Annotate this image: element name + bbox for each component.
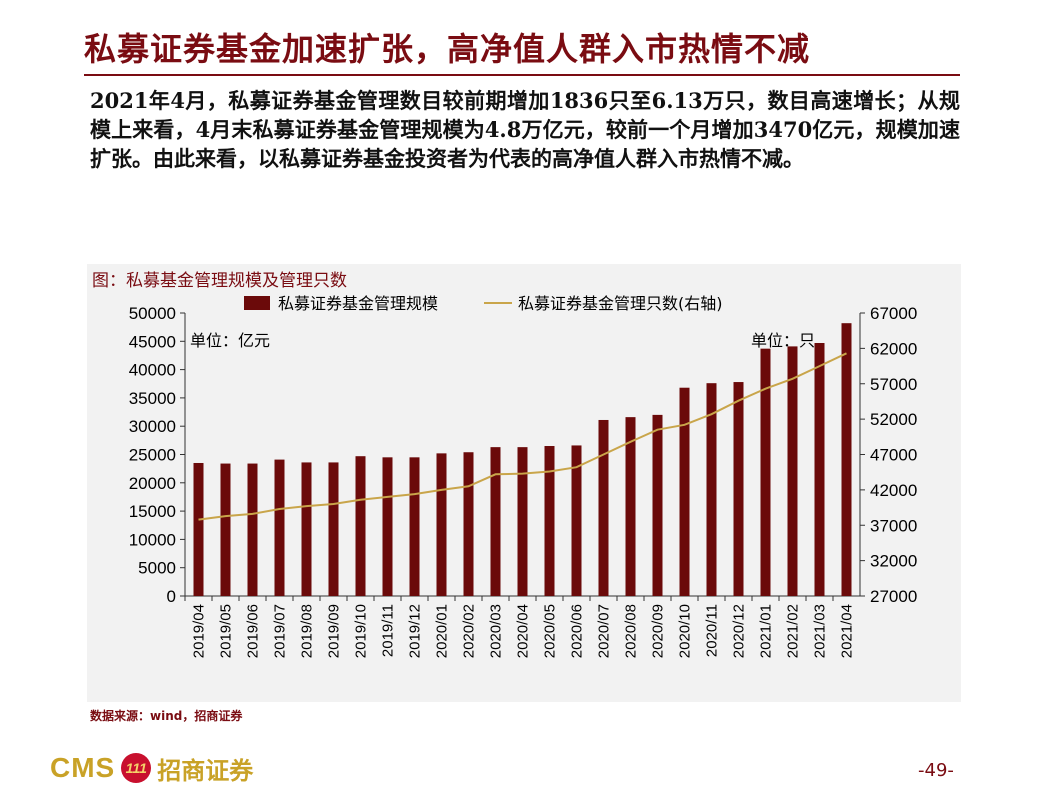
right-tick-label: 42000 xyxy=(870,481,917,500)
x-tick-label: 2021/01 xyxy=(758,604,775,658)
logo-mark-icon: 111 xyxy=(121,753,152,783)
x-tick-label: 2020/11 xyxy=(704,604,721,657)
x-tick-label: 2019/04 xyxy=(191,604,208,658)
right-axis-unit: 单位：只 xyxy=(751,331,815,350)
bar-2019-09 xyxy=(328,462,339,596)
bar-2020-11 xyxy=(706,383,717,596)
x-tick-label: 2020/10 xyxy=(677,604,694,658)
left-tick-label: 50000 xyxy=(129,304,176,323)
x-tick-label: 2019/10 xyxy=(353,604,370,658)
bar-2019-07 xyxy=(274,459,285,596)
right-tick-label: 27000 xyxy=(870,587,917,606)
bar-2020-04 xyxy=(517,447,528,596)
bar-2020-03 xyxy=(490,447,501,596)
bar-2020-06 xyxy=(571,445,582,596)
x-tick-label: 2021/03 xyxy=(812,604,829,658)
left-tick-label: 5000 xyxy=(138,559,176,578)
bar-2019-05 xyxy=(220,463,231,596)
left-tick-label: 45000 xyxy=(129,332,176,351)
bar-2020-07 xyxy=(598,419,609,596)
x-tick-label: 2019/12 xyxy=(407,604,424,658)
legend-line-label: 私募证券基金管理只数(右轴) xyxy=(518,294,723,313)
x-tick-label: 2020/03 xyxy=(488,604,505,658)
description-text: 2021年4月，私募证券基金管理数目较前期增加1836只至6.13万只，数目高速… xyxy=(90,88,960,171)
logo-latin-text: CMS xyxy=(50,752,116,783)
left-tick-label: 10000 xyxy=(129,530,176,549)
legend-bar-label: 私募证券基金管理规模 xyxy=(278,294,438,313)
bar-2021-02 xyxy=(787,346,798,596)
x-tick-label: 2020/12 xyxy=(731,604,748,658)
x-tick-label: 2019/11 xyxy=(380,604,397,657)
bar-2021-04 xyxy=(841,323,852,596)
left-tick-label: 25000 xyxy=(129,446,176,465)
x-tick-label: 2020/01 xyxy=(434,604,451,658)
title-divider xyxy=(84,74,960,76)
x-tick-label: 2019/07 xyxy=(272,604,289,658)
logo-chinese-text: 招商证券 xyxy=(157,755,254,785)
left-tick-label: 15000 xyxy=(129,502,176,521)
bar-2020-05 xyxy=(544,446,555,596)
x-tick-label: 2019/08 xyxy=(299,604,316,658)
x-tick-label: 2020/08 xyxy=(623,604,640,658)
x-tick-label: 2020/04 xyxy=(515,604,532,658)
bar-2019-12 xyxy=(409,457,420,596)
x-tick-label: 2019/09 xyxy=(326,604,343,658)
bar-2021-01 xyxy=(760,348,771,596)
right-tick-label: 62000 xyxy=(870,339,917,358)
x-tick-label: 2020/06 xyxy=(569,604,586,658)
bar-2019-11 xyxy=(382,457,393,596)
left-tick-label: 0 xyxy=(167,587,176,606)
left-tick-label: 30000 xyxy=(129,417,176,436)
brand-logo: CMS 111 招商证券 xyxy=(50,748,253,788)
x-tick-label: 2019/05 xyxy=(218,604,235,658)
left-tick-label: 40000 xyxy=(129,361,176,380)
bar-2021-03 xyxy=(814,342,825,596)
source-note: 数据来源：wind，招商证券 xyxy=(90,709,243,723)
page-number: -49- xyxy=(918,760,954,781)
bar-2020-08 xyxy=(625,417,636,596)
figure-caption: 图：私募基金管理规模及管理只数 xyxy=(92,271,347,291)
bar-2019-08 xyxy=(301,462,312,596)
bar-2020-09 xyxy=(652,414,663,596)
left-tick-label: 35000 xyxy=(129,389,176,408)
x-tick-label: 2019/06 xyxy=(245,604,262,658)
right-tick-label: 67000 xyxy=(870,304,917,323)
x-tick-label: 2021/04 xyxy=(839,604,856,658)
left-tick-label: 20000 xyxy=(129,474,176,493)
bar-2019-06 xyxy=(247,463,258,596)
x-tick-label: 2020/09 xyxy=(650,604,667,658)
x-tick-label: 2020/07 xyxy=(596,604,613,658)
bar-2020-02 xyxy=(463,452,474,596)
bar-2019-10 xyxy=(355,456,366,596)
page-title: 私募证券基金加速扩张，高净值人群入市热情不减 xyxy=(84,30,811,68)
bar-2020-10 xyxy=(679,387,690,596)
bar-2020-12 xyxy=(733,382,744,596)
right-tick-label: 37000 xyxy=(870,516,917,535)
right-tick-label: 52000 xyxy=(870,410,917,429)
legend-bar-swatch xyxy=(244,296,270,310)
bar-2019-04 xyxy=(193,462,204,596)
line-series-count xyxy=(198,352,847,521)
bar-2020-01 xyxy=(436,453,447,596)
x-tick-label: 2020/05 xyxy=(542,604,559,658)
x-tick-label: 2021/02 xyxy=(785,604,802,658)
left-axis-unit: 单位：亿元 xyxy=(190,331,270,350)
x-tick-label: 2020/02 xyxy=(461,604,478,658)
right-tick-label: 47000 xyxy=(870,446,917,465)
right-tick-label: 32000 xyxy=(870,552,917,571)
right-tick-label: 57000 xyxy=(870,375,917,394)
